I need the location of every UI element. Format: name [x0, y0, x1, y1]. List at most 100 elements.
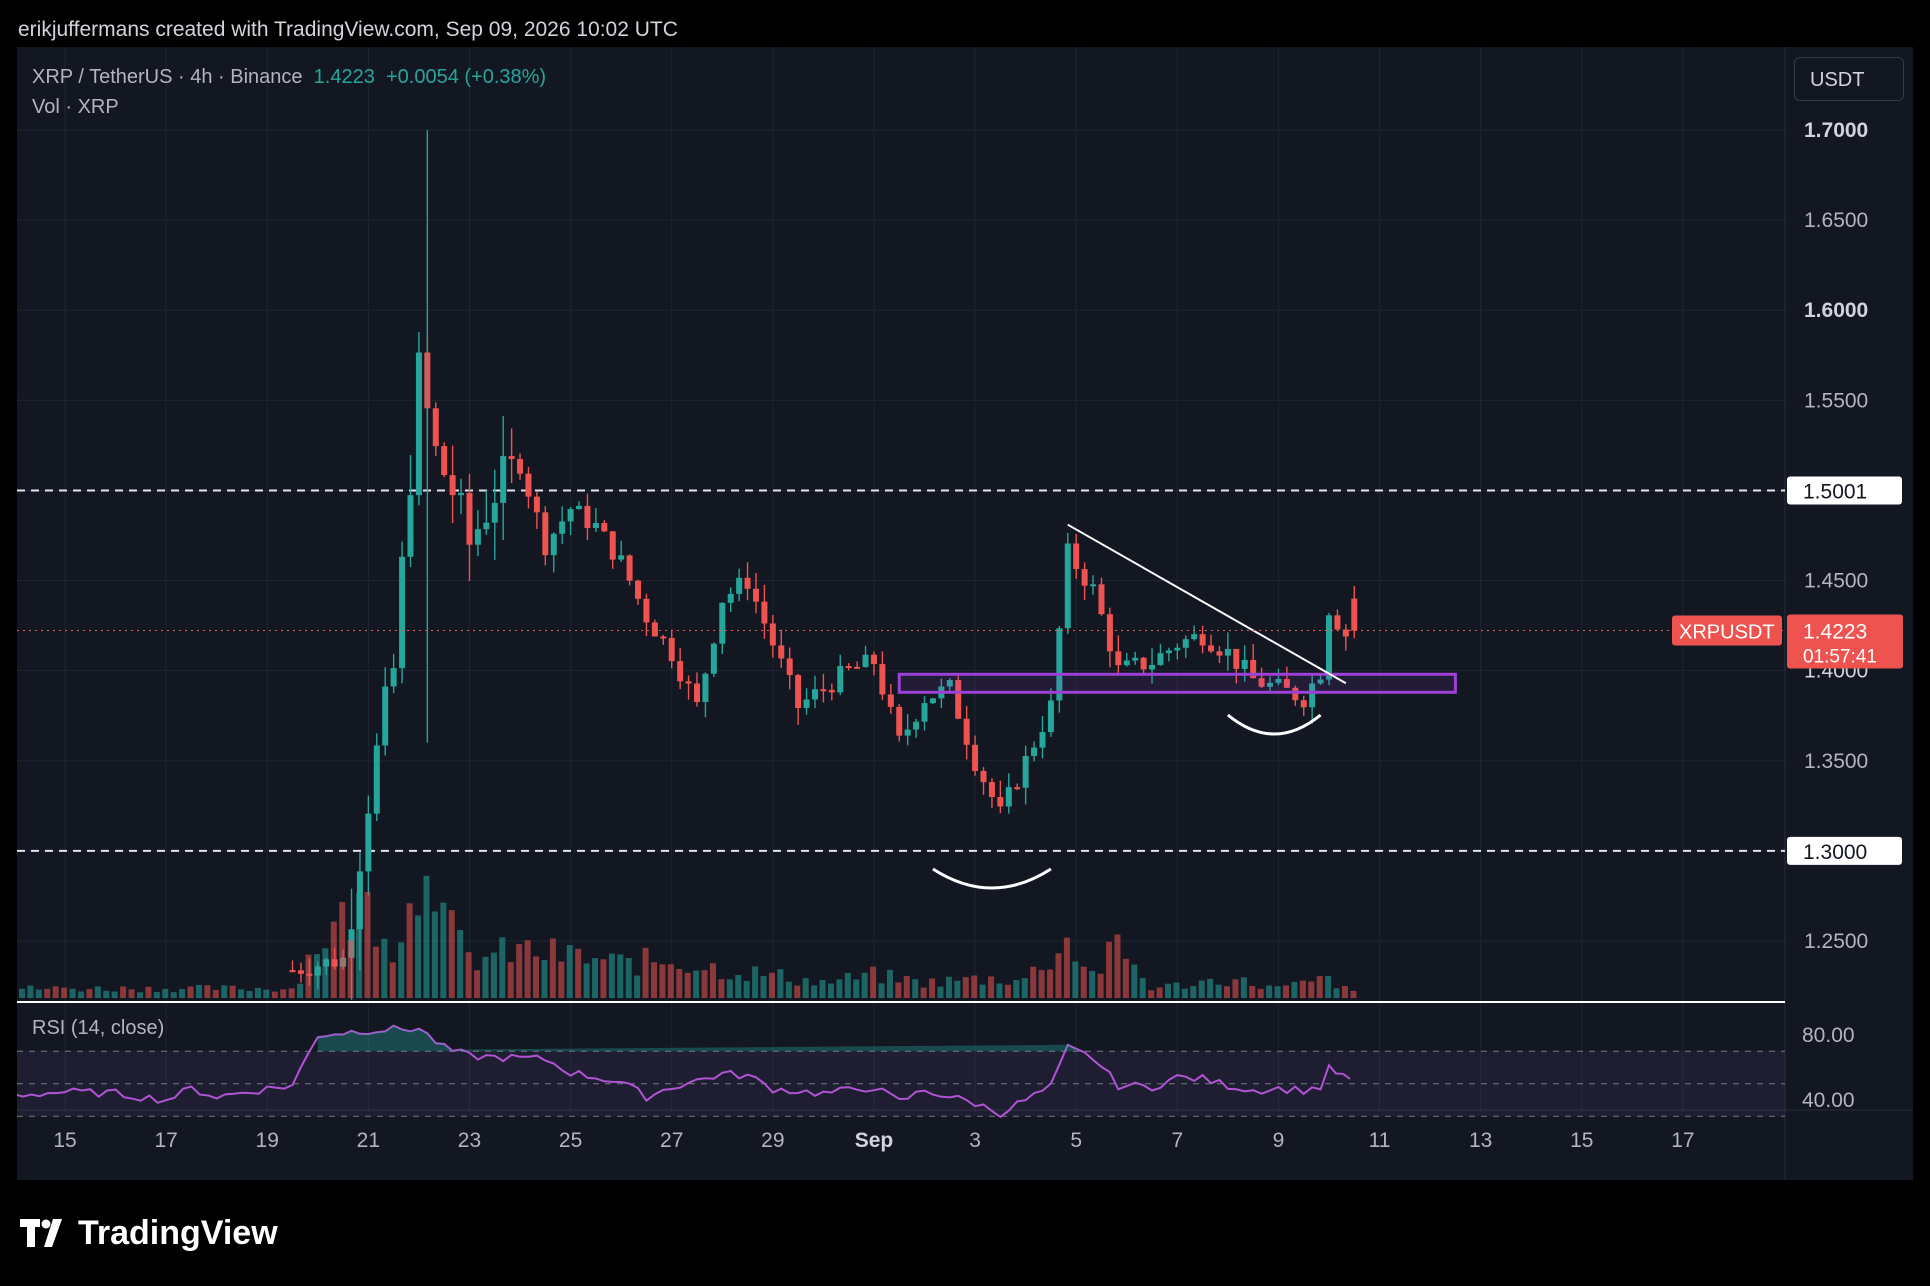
- volume-bar: [836, 979, 843, 998]
- countdown-label: 01:57:41: [1803, 646, 1877, 667]
- time-tick-label: 5: [1070, 1129, 1082, 1152]
- candle-body: [1174, 647, 1181, 651]
- candles-group: [289, 332, 1358, 1000]
- candle-body: [1014, 787, 1021, 790]
- volume-bar: [1021, 978, 1028, 998]
- volume-bar: [179, 989, 186, 998]
- volume-bar: [313, 954, 320, 998]
- level-badge: [1787, 476, 1902, 505]
- candle-body: [997, 796, 1004, 807]
- candle-body: [1039, 732, 1046, 748]
- candle-body: [980, 770, 987, 783]
- candle-body: [449, 475, 456, 496]
- volume-bar: [752, 966, 759, 998]
- volume-bar: [305, 954, 312, 998]
- volume-bar: [19, 988, 25, 998]
- volume-bar: [1181, 988, 1188, 998]
- candle-body: [1149, 664, 1156, 670]
- volume-bar: [61, 987, 68, 998]
- candle-body: [955, 680, 962, 719]
- volume-bar: [785, 981, 792, 998]
- volume-bar: [212, 990, 219, 998]
- candle-body: [1300, 700, 1307, 708]
- candle-body: [1098, 584, 1105, 615]
- candle-body: [525, 473, 532, 497]
- volume-bar: [988, 976, 995, 998]
- candle-body: [517, 459, 524, 474]
- volume-bar: [457, 930, 464, 998]
- volume-bar: [592, 958, 599, 998]
- legend-pair[interactable]: XRP / TetherUS: [32, 66, 173, 88]
- tradingview-logo[interactable]: TradingView: [20, 1213, 278, 1253]
- time-tick-label: 13: [1469, 1129, 1492, 1152]
- volume-bar: [895, 982, 902, 998]
- price-tick-label: 1.3500: [1804, 750, 1868, 773]
- currency-selector[interactable]: USDT: [1794, 57, 1904, 101]
- volume-bar: [617, 954, 624, 998]
- candle-body: [904, 729, 911, 736]
- chart-frame[interactable]: 1.7000 1.6500 1.6000 1.5500 1.4500 1.4000 1.35…: [17, 47, 1913, 1180]
- candle-body: [803, 699, 810, 709]
- volume-bar: [1114, 934, 1121, 998]
- volume-bar: [954, 980, 961, 998]
- candle-body: [1224, 648, 1231, 656]
- candle-body: [474, 529, 481, 545]
- volume-bar: [499, 937, 506, 998]
- volume-bar: [347, 940, 354, 998]
- time-tick-label: 21: [357, 1129, 380, 1152]
- candle-body: [1250, 659, 1257, 679]
- volume-bar: [372, 946, 379, 998]
- rsi-tick-label: 80.00: [1802, 1024, 1855, 1047]
- volume-bar: [1240, 977, 1247, 998]
- candle-body: [972, 744, 979, 771]
- volume-bar: [920, 987, 927, 998]
- candle-body: [1233, 648, 1240, 669]
- candle-body: [567, 509, 574, 522]
- volume-bar: [667, 964, 674, 998]
- candle-body: [559, 521, 566, 534]
- candle-body: [761, 601, 768, 624]
- volume-bar: [1232, 979, 1239, 998]
- time-tick-label: 19: [256, 1129, 279, 1152]
- time-tick-label: 3: [969, 1129, 981, 1152]
- candle-body: [736, 577, 743, 594]
- time-tick-label: 17: [154, 1129, 177, 1152]
- time-tick-label: 23: [458, 1129, 481, 1152]
- candle-body: [1334, 615, 1341, 630]
- last-price-badge: [1787, 614, 1903, 669]
- price-tick-label: 1.2500: [1804, 930, 1868, 953]
- time-tick-label: 27: [660, 1129, 683, 1152]
- volume-bar: [743, 980, 750, 998]
- volume-bar: [524, 940, 531, 998]
- volume-bar: [103, 990, 110, 998]
- volume-bar: [1291, 981, 1298, 998]
- volume-bar: [136, 992, 143, 998]
- level-badge-label: 1.3000: [1803, 841, 1867, 864]
- candle-body: [694, 683, 700, 703]
- legend-volume[interactable]: Vol · XRP: [32, 96, 119, 118]
- candle-body: [660, 636, 667, 639]
- credit-line: erikjuffermans created with TradingView.…: [18, 18, 678, 41]
- volume-bar: [1156, 987, 1163, 998]
- candle-body: [491, 502, 498, 523]
- last-price-label: 1.4223: [1803, 620, 1867, 643]
- volume-bar: [415, 915, 422, 998]
- volume-bar: [187, 986, 194, 998]
- candle-body: [500, 456, 507, 503]
- candle-body: [879, 664, 886, 695]
- candle-body: [399, 556, 406, 669]
- candle-body: [744, 577, 751, 589]
- price-tick-label: 1.7000: [1804, 119, 1868, 142]
- candle-body: [609, 531, 616, 560]
- volume-bar: [583, 963, 590, 998]
- volume-group: [19, 875, 1357, 998]
- candle-body: [677, 661, 684, 682]
- volume-bar: [701, 970, 708, 998]
- volume-bar: [1350, 990, 1357, 998]
- rsi-label[interactable]: RSI (14, close): [32, 1017, 165, 1039]
- arc-marker: [1226, 713, 1322, 736]
- volume-bar: [145, 986, 152, 998]
- volume-bar: [1215, 984, 1222, 998]
- chart-canvas[interactable]: 1.70001.65001.60001.55001.45001.40001.35…: [17, 47, 1913, 1180]
- time-tick-label: 9: [1273, 1129, 1285, 1152]
